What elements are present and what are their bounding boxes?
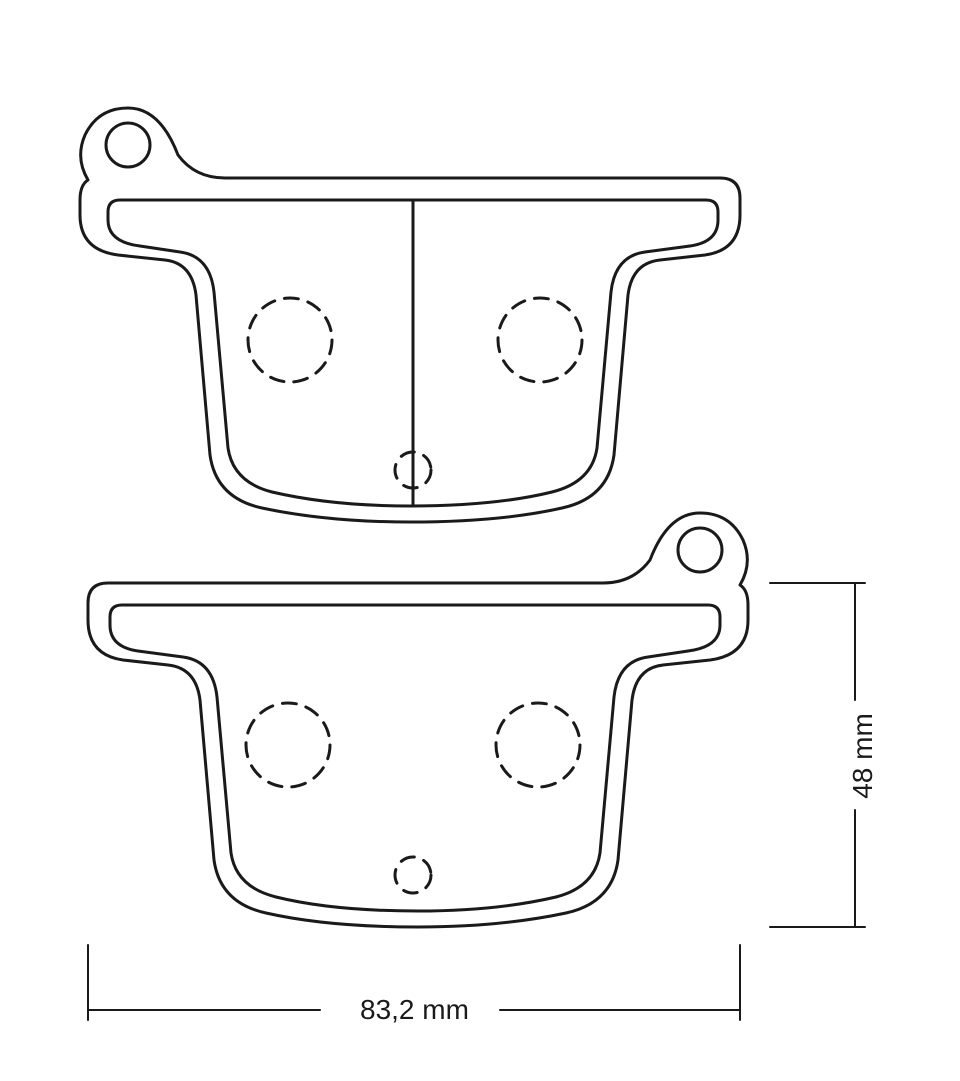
bottom-pad (88, 513, 748, 927)
dimension-lines (88, 583, 865, 1020)
bottom-pad-mount-hole (678, 528, 722, 572)
bottom-pad-right-recess (496, 703, 580, 787)
width-dimension-label: 83,2 mm (360, 994, 469, 1026)
brake-pad-svg (0, 0, 960, 1081)
top-pad-right-recess (498, 298, 582, 382)
top-pad-outline (80, 108, 740, 522)
bottom-pad-outline (88, 513, 748, 927)
diagram-canvas: 83,2 mm 48 mm (0, 0, 960, 1081)
top-pad-left-recess (248, 298, 332, 382)
bottom-pad-left-recess (246, 703, 330, 787)
top-pad-mount-hole (106, 123, 150, 167)
bottom-pad-friction-outline (110, 605, 720, 911)
bottom-pad-small-hole (395, 857, 431, 893)
height-dimension-label: 48 mm (847, 713, 879, 799)
top-pad (80, 108, 740, 522)
